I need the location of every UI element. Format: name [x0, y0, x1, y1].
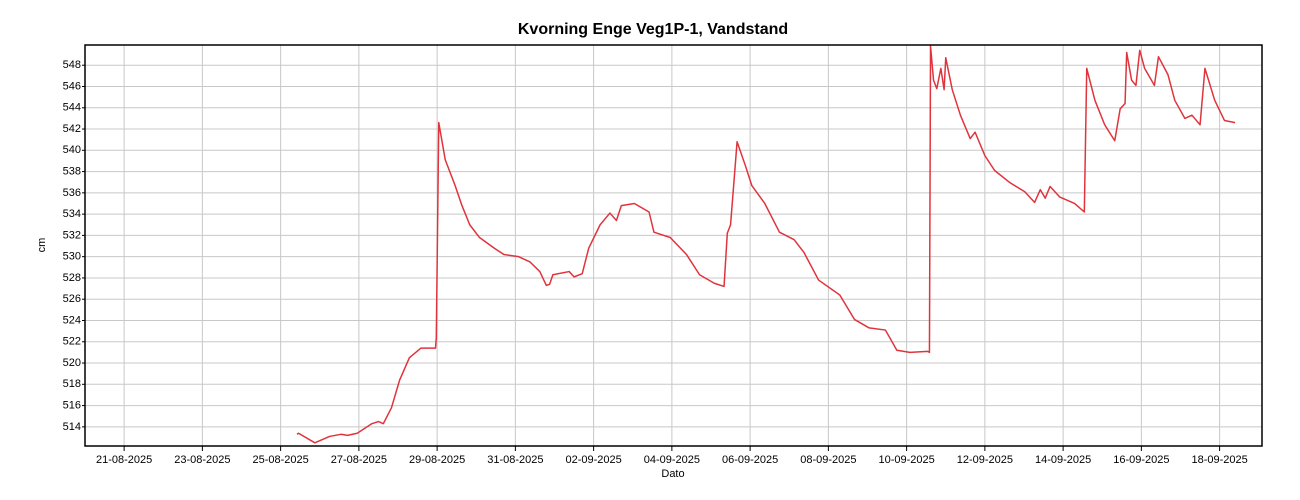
y-tick-label: 514 — [63, 421, 81, 433]
plot-lines — [296, 45, 1236, 444]
data-line — [296, 45, 1236, 444]
x-tick-label: 10-09-2025 — [878, 454, 934, 466]
x-tick-label: 04-09-2025 — [644, 454, 700, 466]
y-tick-label: 532 — [63, 229, 81, 241]
x-tick-label: 08-09-2025 — [800, 454, 856, 466]
x-tick-label: 29-08-2025 — [409, 454, 465, 466]
y-tick-label: 520 — [63, 357, 81, 369]
x-axis-label: Dato — [661, 468, 684, 480]
y-tick-label: 548 — [63, 59, 81, 71]
y-tick-label: 516 — [63, 399, 81, 411]
y-tick-label: 522 — [63, 336, 81, 348]
y-tick-label: 546 — [63, 80, 81, 92]
x-tick-label: 06-09-2025 — [722, 454, 778, 466]
y-tick-label: 528 — [63, 272, 81, 284]
y-axis-label: cm — [36, 238, 48, 253]
y-tick-label: 538 — [63, 165, 81, 177]
y-tick-label: 518 — [63, 378, 81, 390]
y-tick-label: 544 — [63, 102, 81, 114]
y-tick-label: 542 — [63, 123, 81, 135]
y-tick-label: 526 — [63, 293, 81, 305]
x-tick-label: 31-08-2025 — [487, 454, 543, 466]
y-tick-label: 530 — [63, 251, 81, 263]
x-tick-label: 02-09-2025 — [565, 454, 621, 466]
x-tick-label: 25-08-2025 — [252, 454, 308, 466]
x-tick-label: 23-08-2025 — [174, 454, 230, 466]
plot-frame — [84, 44, 1263, 447]
y-tick-label: 524 — [63, 314, 81, 326]
x-tick-label: 21-08-2025 — [96, 454, 152, 466]
x-tick-label: 18-09-2025 — [1191, 454, 1247, 466]
x-tick-label: 27-08-2025 — [331, 454, 387, 466]
y-tick-label: 536 — [63, 187, 81, 199]
chart-title: Kvorning Enge Veg1P-1, Vandstand — [518, 21, 788, 38]
x-tick-label: 14-09-2025 — [1035, 454, 1091, 466]
x-tick-label: 12-09-2025 — [957, 454, 1013, 466]
y-tick-label: 540 — [63, 144, 81, 156]
x-tick-label: 16-09-2025 — [1113, 454, 1169, 466]
grid — [82, 45, 1262, 451]
y-tick-label: 534 — [63, 208, 81, 220]
